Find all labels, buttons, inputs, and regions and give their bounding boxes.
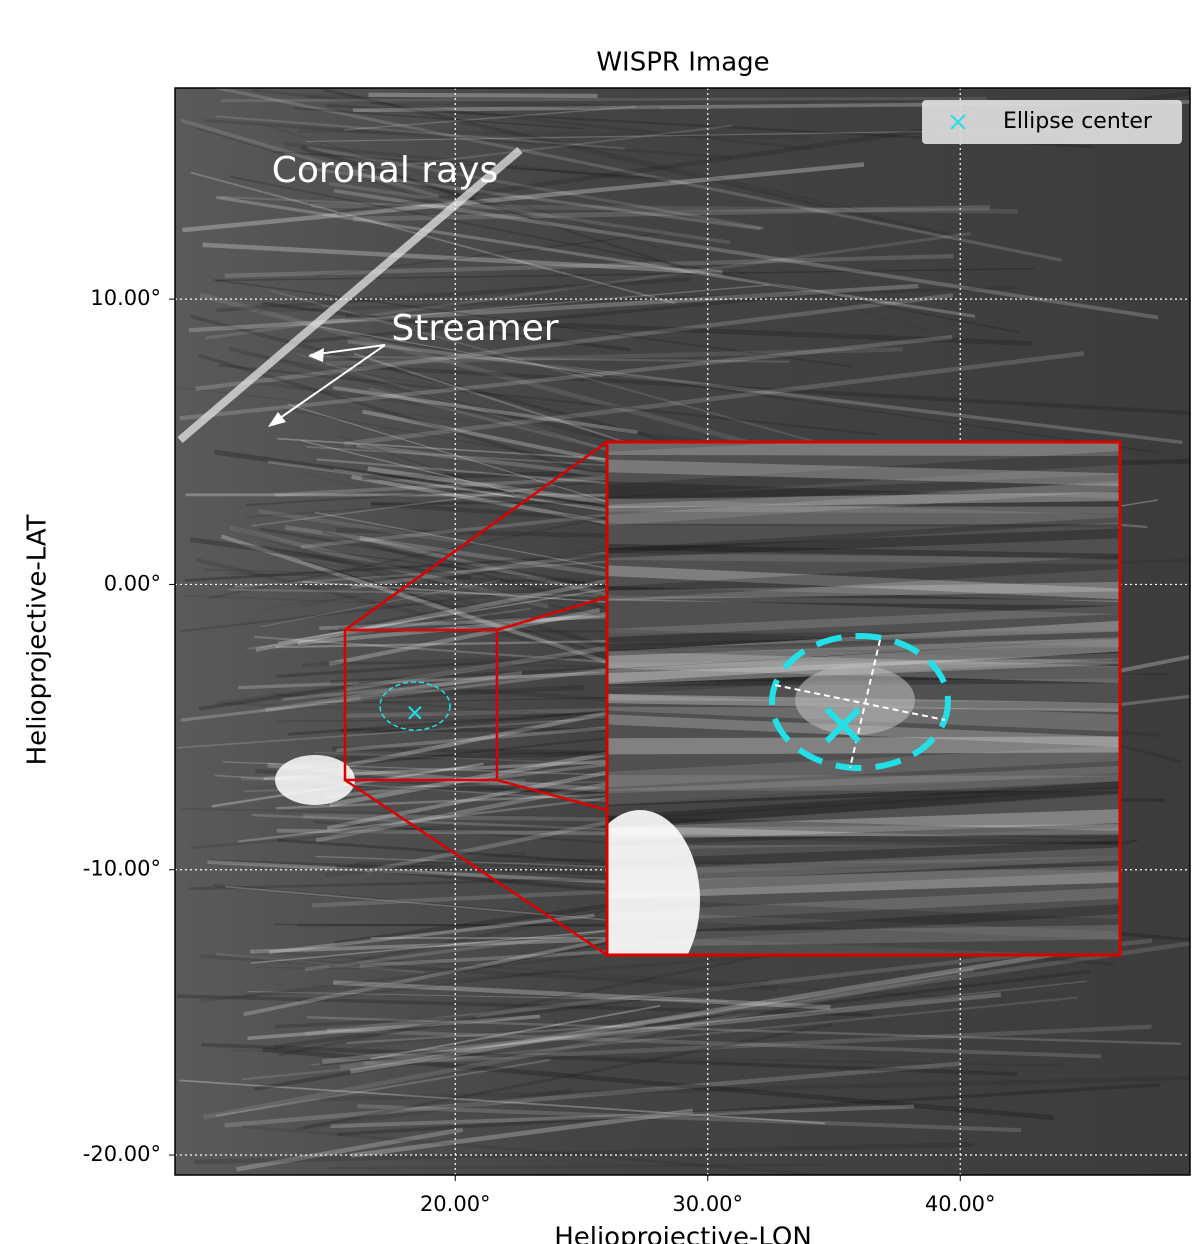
- annotation: Coronal rays: [272, 150, 498, 191]
- x-axis-label: Helioprojective-LON: [554, 1223, 812, 1244]
- y-tick-label: 0.00°: [104, 571, 161, 595]
- annotation: Streamer: [391, 308, 558, 349]
- bright-patch: [275, 755, 355, 805]
- chart-title: WISPR Image: [596, 48, 769, 78]
- y-tick-label: -10.00°: [83, 857, 161, 881]
- streak: [607, 744, 1120, 746]
- streak: [369, 95, 598, 96]
- y-tick-label: 10.00°: [90, 286, 161, 310]
- streak: [607, 518, 1120, 520]
- x-tick-label: 40.00°: [925, 1192, 996, 1216]
- y-axis-label: Helioprojective-LAT: [23, 514, 53, 765]
- chart: Coronal rays Streamer Ellipse center WIS…: [0, 0, 1197, 1244]
- y-tick-label: -20.00°: [83, 1142, 161, 1166]
- streak: [607, 448, 1120, 449]
- x-tick-label: 30.00°: [672, 1192, 743, 1216]
- inset: [580, 421, 1120, 990]
- legend-label: Ellipse center: [1003, 109, 1153, 134]
- x-tick-label: 20.00°: [420, 1192, 491, 1216]
